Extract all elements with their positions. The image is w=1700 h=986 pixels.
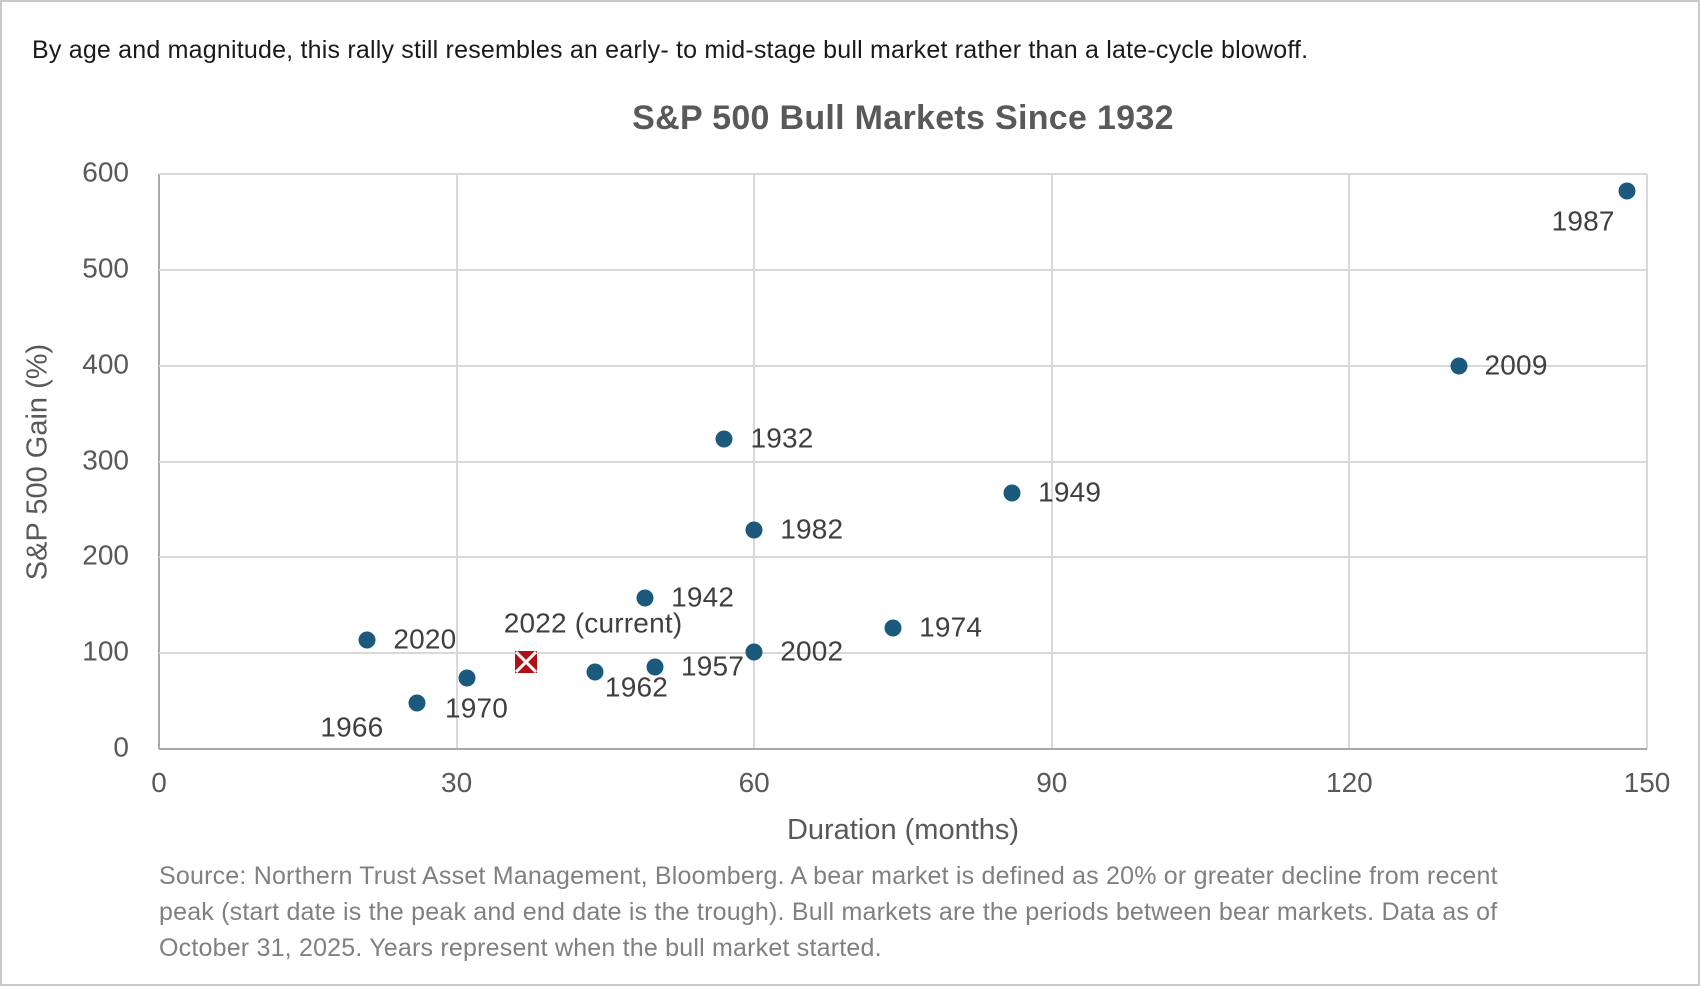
x-tick-label: 60	[738, 767, 770, 798]
point-label-1957: 1957	[681, 649, 745, 681]
point-label-2022-current-: 2022 (current)	[503, 607, 683, 639]
data-point-1957	[646, 658, 664, 676]
horizontal-gridline	[159, 652, 1647, 655]
x-tick-label: 30	[441, 767, 473, 798]
source-note-line: peak (start date is the peak and end dat…	[159, 898, 1498, 926]
y-tick-label: 100	[82, 635, 129, 667]
point-label-1970: 1970	[444, 692, 509, 724]
x-axis-title: Duration (months)	[786, 814, 1020, 846]
x-tick-label: 120	[1326, 767, 1373, 798]
point-label-2009: 2009	[1484, 349, 1548, 381]
data-point-1966	[408, 694, 426, 712]
data-point-2002	[745, 643, 763, 661]
horizontal-gridline	[159, 173, 1647, 175]
x-tick-label: 0	[151, 767, 167, 798]
data-point-1932	[715, 430, 733, 447]
point-label-2020: 2020	[393, 623, 457, 655]
point-label-1962: 1962	[604, 671, 669, 703]
data-point-1962	[586, 663, 604, 681]
plot-area: 0 30 60 90 120 150 0 100 200 300 400 500 600 1932 1942…	[82, 157, 1670, 798]
vertical-gridline	[1646, 174, 1648, 749]
point-label-1932: 1932	[750, 421, 814, 453]
point-label-1982: 1982	[780, 512, 844, 544]
source-note-line: Source: Northern Trust Asset Management,…	[159, 862, 1498, 890]
headline-text: By age and magnitude, this rally still r…	[32, 36, 1309, 64]
horizontal-gridline	[159, 268, 1647, 271]
data-point-1982	[745, 521, 763, 539]
horizontal-gridline	[159, 364, 1647, 367]
data-point-1987	[1618, 182, 1636, 200]
chart-title: S&P 500 Bull Markets Since 1932	[632, 99, 1174, 137]
source-note: Source: Northern Trust Asset Management,…	[159, 858, 1559, 966]
horizontal-gridline	[159, 460, 1647, 463]
point-label-1949: 1949	[1038, 476, 1102, 508]
y-tick-label: 500	[82, 252, 129, 284]
data-point-1942	[636, 589, 654, 607]
point-label-1987: 1987	[1551, 205, 1615, 237]
data-point-1974	[884, 619, 902, 637]
point-label-2002: 2002	[780, 635, 844, 667]
y-tick-label: 600	[82, 156, 129, 188]
data-point-2009	[1450, 357, 1468, 375]
point-label-1942: 1942	[671, 580, 735, 612]
x-tick-label: 90	[1036, 767, 1068, 798]
source-note-line: October 31, 2025. Years represent when t…	[159, 934, 882, 962]
point-label-1966: 1966	[320, 711, 384, 743]
y-tick-label: 400	[82, 348, 129, 380]
y-tick-label: 0	[113, 731, 129, 763]
y-tick-label: 200	[82, 540, 129, 572]
data-point-2022-current-	[515, 650, 538, 673]
point-label-1974: 1974	[919, 611, 983, 643]
horizontal-gridline	[159, 556, 1647, 559]
data-point-1970	[458, 669, 476, 687]
data-point-2020	[358, 631, 376, 649]
data-point-1949	[1003, 484, 1021, 502]
y-tick-label: 300	[82, 444, 129, 476]
x-tick-label: 150	[1623, 767, 1671, 798]
x-axis-line	[159, 748, 1647, 750]
